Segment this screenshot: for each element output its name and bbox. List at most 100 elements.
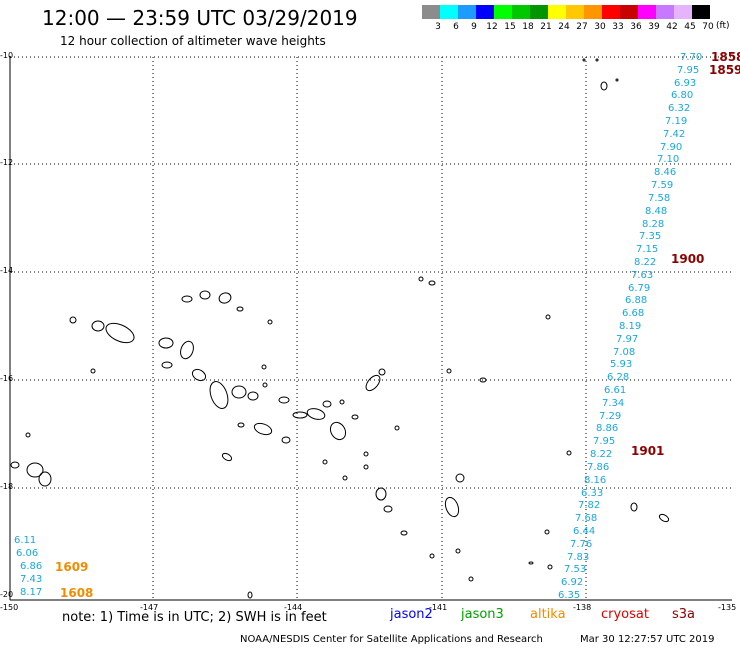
swh-value: 7.59 bbox=[651, 180, 674, 191]
swh-value: 6.33 bbox=[581, 488, 604, 499]
page-subtitle: 12 hour collection of altimeter wave hei… bbox=[60, 34, 326, 48]
island-outline bbox=[378, 368, 386, 376]
island-outline bbox=[180, 340, 194, 360]
swh-value: 6.68 bbox=[622, 308, 645, 319]
swh-value: 8.28 bbox=[642, 219, 665, 230]
island-outline bbox=[455, 473, 465, 483]
scale-label: 18 bbox=[522, 22, 534, 32]
island-outline bbox=[468, 576, 474, 582]
swh-value: 8.22 bbox=[590, 449, 613, 460]
swh-value: 8.48 bbox=[645, 206, 668, 217]
satellite-legend-jason3: jason3 bbox=[461, 607, 504, 622]
swh-value: 7.29 bbox=[599, 411, 622, 422]
scale-label: 70 bbox=[702, 22, 714, 32]
swh-value: 7.68 bbox=[575, 513, 598, 524]
pass-time-label: 1900 bbox=[671, 252, 705, 266]
lon-tick-label: -144 bbox=[284, 603, 303, 612]
lat-tick-label: -10 bbox=[0, 51, 14, 60]
swh-value: 7.70 bbox=[680, 52, 703, 63]
swh-value: 6.28 bbox=[607, 372, 630, 383]
swh-value: 8.17 bbox=[20, 587, 43, 598]
satellite-legend-altika: altika bbox=[530, 607, 566, 622]
scale-label: 12 bbox=[486, 22, 498, 32]
scale-label: 21 bbox=[540, 22, 552, 32]
island-outline bbox=[199, 290, 211, 300]
island-outline bbox=[582, 58, 586, 62]
lon-tick-label: -138 bbox=[573, 603, 592, 612]
swh-value: 7.97 bbox=[616, 334, 639, 345]
island-outline bbox=[292, 411, 308, 419]
island-outline bbox=[25, 432, 31, 438]
swh-value: 6.44 bbox=[573, 526, 596, 537]
pass-time-label: 1609 bbox=[55, 560, 89, 574]
island-outline bbox=[261, 364, 267, 370]
island-outline bbox=[545, 314, 551, 320]
scale-swatch bbox=[530, 5, 548, 19]
scale-swatch bbox=[584, 5, 602, 19]
satellite-legend-jason2: jason2 bbox=[390, 607, 433, 622]
swh-value: 7.34 bbox=[602, 398, 625, 409]
swh-value: 8.19 bbox=[619, 321, 642, 332]
island-outline bbox=[444, 496, 460, 518]
scale-swatch bbox=[422, 5, 440, 19]
island-outline bbox=[363, 464, 369, 470]
scale-swatch bbox=[620, 5, 638, 19]
swh-value: 7.35 bbox=[639, 231, 662, 242]
swh-value: 7.95 bbox=[593, 436, 616, 447]
scale-label: 36 bbox=[630, 22, 642, 32]
island-outline bbox=[278, 396, 290, 404]
swh-value: 7.83 bbox=[567, 552, 590, 563]
lat-tick-label: -12 bbox=[0, 158, 14, 167]
island-outline bbox=[383, 505, 393, 513]
lat-tick-label: -18 bbox=[0, 482, 14, 491]
island-outline bbox=[221, 452, 233, 462]
island-outline bbox=[544, 529, 550, 535]
island-outline bbox=[429, 553, 435, 559]
satellite-legend-s3a: s3a bbox=[672, 607, 696, 622]
island-outline bbox=[615, 78, 619, 82]
satellite-legend-cryosat: cryosat bbox=[601, 607, 649, 622]
scale-swatch bbox=[548, 5, 566, 19]
swh-value: 7.15 bbox=[636, 244, 659, 255]
pass-time-label: 1859 bbox=[709, 63, 740, 77]
scale-label: 33 bbox=[612, 22, 624, 32]
island-outline bbox=[329, 421, 347, 441]
island-outline bbox=[528, 561, 534, 565]
scale-label: 9 bbox=[471, 22, 477, 32]
page-title: 12:00 — 23:59 UTC 03/29/2019 bbox=[42, 6, 358, 30]
scale-label: 27 bbox=[576, 22, 588, 32]
island-outline bbox=[191, 368, 207, 382]
swh-value: 5.93 bbox=[610, 359, 633, 370]
scale-label: 3 bbox=[435, 22, 441, 32]
swh-value: 7.95 bbox=[677, 65, 700, 76]
swh-value: 8.16 bbox=[584, 475, 607, 486]
scale-swatch bbox=[494, 5, 512, 19]
swh-value: 7.86 bbox=[587, 462, 610, 473]
scale-label: 6 bbox=[453, 22, 459, 32]
swh-value: 6.88 bbox=[625, 295, 648, 306]
scale-label: 39 bbox=[648, 22, 660, 32]
island-outline bbox=[322, 400, 332, 408]
island-outline bbox=[26, 462, 44, 478]
island-outline bbox=[630, 502, 638, 512]
color-scale-unit: (ft) bbox=[716, 21, 730, 31]
generation-timestamp: Mar 30 12:27:57 UTC 2019 bbox=[580, 634, 715, 645]
swh-value: 8.22 bbox=[634, 257, 657, 268]
lon-tick-label: -135 bbox=[718, 603, 737, 612]
swh-value: 7.42 bbox=[663, 129, 686, 140]
island-outline bbox=[600, 81, 608, 91]
island-outline bbox=[351, 414, 359, 420]
swh-value: 7.63 bbox=[631, 270, 654, 281]
swh-value: 6.06 bbox=[16, 548, 39, 559]
scale-swatch bbox=[566, 5, 584, 19]
island-outline bbox=[262, 382, 268, 388]
swh-value: 7.43 bbox=[20, 574, 43, 585]
island-outline bbox=[595, 58, 599, 62]
island-outline bbox=[231, 385, 247, 399]
island-outline bbox=[237, 422, 245, 428]
swh-value: 7.08 bbox=[613, 347, 636, 358]
lon-tick-label: -141 bbox=[429, 603, 448, 612]
credit-line: NOAA/NESDIS Center for Satellite Applica… bbox=[240, 634, 543, 645]
swh-value: 8.86 bbox=[596, 423, 619, 434]
